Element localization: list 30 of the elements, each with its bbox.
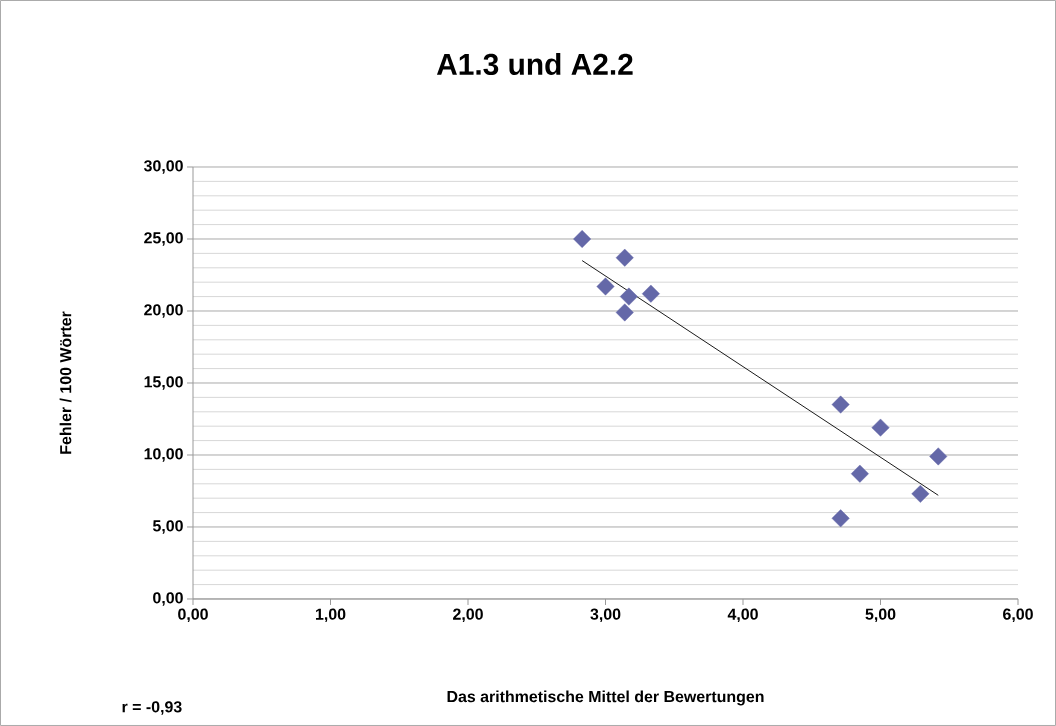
x-tick-label: 2,00	[453, 608, 483, 623]
point	[929, 447, 948, 466]
x-tick-label: 5,00	[865, 608, 896, 623]
point	[871, 418, 890, 437]
point	[619, 287, 638, 306]
y-tick-label: 10,00	[144, 448, 183, 462]
y-tick-label: 0,00	[153, 592, 183, 606]
x-tick-label: 3,00	[590, 608, 621, 623]
y-tick-label: 25,00	[144, 232, 183, 246]
y-tick-label: 5,00	[152, 520, 183, 534]
x-tick-label: 6,00	[1003, 608, 1033, 623]
point	[615, 303, 634, 322]
point	[615, 248, 634, 267]
point	[850, 464, 869, 483]
point	[641, 284, 660, 303]
x-tick-label: 1,00	[316, 608, 346, 623]
text: r = -0,93	[122, 701, 182, 715]
point	[831, 509, 850, 528]
point	[831, 395, 850, 414]
y-tick-label: 15,00	[144, 376, 183, 390]
x-tick-label: 4,00	[727, 608, 758, 623]
chart-title: A1.3 und A2.2	[436, 52, 633, 75]
point	[573, 230, 592, 248]
x-axis-title: Das arithmetische Mittel der Bewertungen	[447, 690, 764, 706]
y-tick-label: 20,00	[144, 304, 183, 318]
point	[911, 484, 930, 503]
y-tick-label: 30,00	[143, 160, 183, 174]
x-tick-label: 0,00	[178, 608, 208, 623]
y-axis-title: Fehler / 100 Wörter	[59, 311, 72, 454]
point	[596, 277, 615, 296]
